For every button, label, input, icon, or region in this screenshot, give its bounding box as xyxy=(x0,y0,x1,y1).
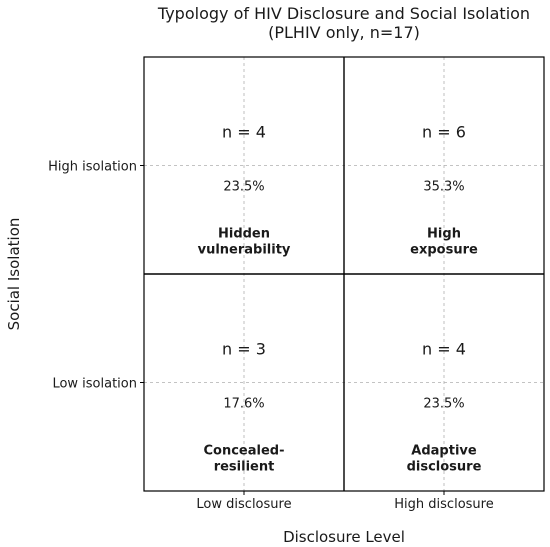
y-tick-label: High isolation xyxy=(48,160,137,175)
cell-type-label: Adaptive xyxy=(411,444,477,459)
cell-type-label: disclosure xyxy=(407,460,482,475)
cell-type-label: exposure xyxy=(410,243,478,258)
cell-type-label: Concealed- xyxy=(204,444,285,459)
cell-type-label: High xyxy=(427,227,461,242)
x-tick-label: High disclosure xyxy=(394,497,493,512)
chart-title: Typology of HIV Disclosure and Social Is… xyxy=(157,4,531,23)
cell-type-label: Hidden xyxy=(218,227,270,242)
cell-percent-label: 23.5% xyxy=(423,397,464,412)
x-tick-label: Low disclosure xyxy=(196,497,291,512)
cell-percent-label: 17.6% xyxy=(223,397,264,412)
cell-count-label: n = 6 xyxy=(422,123,466,142)
x-axis-label: Disclosure Level xyxy=(283,528,405,546)
y-tick-label: Low isolation xyxy=(52,377,137,392)
cell-count-label: n = 4 xyxy=(422,340,466,359)
cell-percent-label: 35.3% xyxy=(423,180,464,195)
cell-percent-label: 23.5% xyxy=(223,180,264,195)
chart-subtitle: (PLHIV only, n=17) xyxy=(268,23,420,42)
cell-type-label: vulnerability xyxy=(198,243,291,258)
cell-count-label: n = 4 xyxy=(222,123,266,142)
cell-type-label: resilient xyxy=(214,460,275,475)
y-axis-label: Social Isolation xyxy=(5,218,23,331)
plot-frame xyxy=(143,56,545,492)
cell-count-label: n = 3 xyxy=(222,340,266,359)
